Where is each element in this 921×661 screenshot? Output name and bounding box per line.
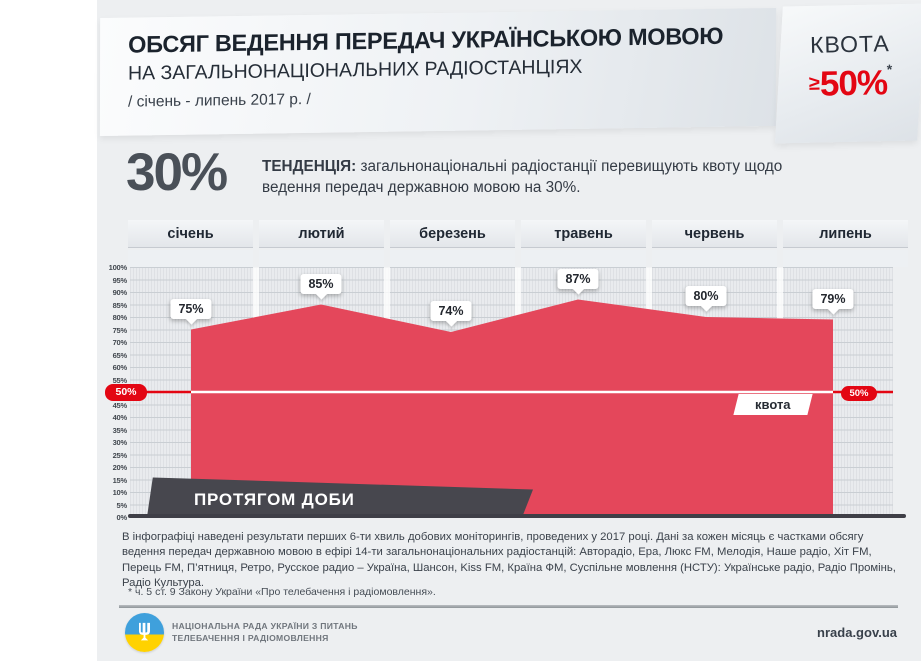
y-axis-label: 100% (108, 263, 128, 272)
report-period: / січень - липень 2017 р. / (127, 90, 311, 111)
organization-name-line2: ТЕЛЕБАЧЕННЯ І РАДІОМОВЛЕННЯ (172, 632, 329, 643)
quota-badge-right: 50% (841, 386, 877, 401)
during-day-label: ПРОТЯГОМ ДОБИ (194, 490, 355, 509)
organization-name-line1: НАЦІОНАЛЬНА РАДА УКРАЇНИ З ПИТАНЬ (172, 621, 358, 631)
month-subcell (521, 250, 646, 267)
y-axis-label: 5% (116, 500, 128, 510)
month-subcell (652, 250, 777, 267)
footer-divider (119, 605, 898, 608)
y-axis-label: 40% (112, 413, 128, 422)
month-header: липень (783, 220, 908, 248)
value-callout: 85% (300, 273, 342, 294)
trend-description: загальнонаціональні радіостанції перевищ… (262, 158, 783, 196)
quota-value-row: ≥50%* (779, 61, 921, 106)
organization-name: НАЦІОНАЛЬНА РАДА УКРАЇНИ З ПИТАНЬ ТЕЛЕБА… (172, 621, 358, 644)
methodology-note: В інфографіці наведені результати перших… (122, 531, 896, 589)
month-subcell (783, 250, 908, 267)
quota-line-tag: квота (733, 394, 813, 415)
value-callout: 74% (430, 301, 472, 321)
y-axis-label: 30% (112, 438, 128, 447)
y-axis-label: 10% (112, 488, 128, 497)
value-callout: 75% (170, 298, 212, 319)
month-header: лютий (259, 220, 384, 248)
trend-big-value: 30% (126, 143, 228, 202)
y-axis-label: 80% (112, 313, 128, 322)
trend-text: ТЕНДЕНЦІЯ: загальнонаціональні радіостан… (262, 156, 828, 198)
website-url: nrada.gov.ua (817, 625, 897, 640)
quota-badge-left: 50% (105, 384, 147, 401)
quota-panel-inner: КВОТА ≥50%* (778, 30, 921, 106)
quota-asterisk: * (886, 61, 893, 78)
y-axis-label: 60% (112, 363, 128, 372)
y-axis-label: 20% (112, 463, 128, 472)
y-axis-label: 15% (112, 475, 128, 485)
quota-panel: КВОТА ≥50%* (774, 3, 921, 144)
y-axis-label: 35% (112, 425, 128, 435)
month-header: січень (128, 220, 253, 248)
month-header: травень (521, 220, 646, 248)
y-axis-label: 65% (112, 350, 128, 360)
y-axis-label: 95% (112, 275, 128, 285)
header-banner: ОБСЯГ ВЕДЕННЯ ПЕРЕДАЧ УКРАЇНСЬКОЮ МОВОЮ … (99, 7, 777, 137)
quota-value: 50% (819, 63, 888, 104)
y-axis-label: 45% (112, 400, 128, 410)
value-callout: 80% (685, 286, 727, 306)
month-header: червень (652, 220, 777, 248)
page-title: ОБСЯГ ВЕДЕННЯ ПЕРЕДАЧ УКРАЇНСЬКОЮ МОВОЮ (128, 22, 724, 58)
y-axis-label: 85% (112, 300, 128, 310)
y-axis-label: 55% (112, 375, 128, 385)
y-axis-label: 75% (112, 325, 128, 335)
month-subheader-row (128, 250, 908, 267)
y-axis-label: 0% (116, 513, 128, 522)
y-axis-label: 25% (112, 450, 128, 460)
greater-equal-icon: ≥ (808, 72, 821, 95)
quota-label: КВОТА (809, 30, 890, 58)
month-subcell (390, 250, 515, 267)
trident-icon (139, 622, 150, 640)
trend-label: ТЕНДЕНЦІЯ: (262, 158, 357, 175)
value-callout: 87% (557, 268, 599, 289)
quota-line-tag-label: квота (755, 397, 791, 412)
month-header-row: січень лютий березень травень червень липень (128, 220, 908, 248)
x-axis-line (128, 514, 906, 518)
area-chart (144, 299, 893, 517)
national-council-logo-icon (125, 613, 164, 652)
month-header: березень (390, 220, 515, 248)
y-axis-label: 90% (112, 288, 128, 297)
month-subcell (128, 250, 253, 267)
month-subcell (259, 250, 384, 267)
y-axis-label: 70% (112, 338, 128, 347)
law-footnote: * ч. 5 ст. 9 Закону України «Про телебач… (128, 586, 436, 598)
value-callout: 79% (812, 288, 854, 309)
page-subtitle: НА ЗАГАЛЬНОНАЦІОНАЛЬНИХ РАДІОСТАНЦІЯХ (128, 55, 583, 85)
